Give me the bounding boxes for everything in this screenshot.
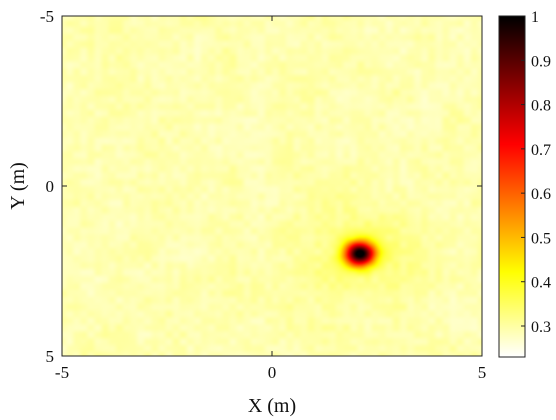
y-tick-label: -5 bbox=[40, 7, 54, 26]
colorbar-tick-label: 0.9 bbox=[531, 53, 551, 70]
colorbar-frame bbox=[498, 15, 526, 358]
x-tick-label: -5 bbox=[55, 363, 69, 382]
colorbar-tick-label: 0.3 bbox=[531, 319, 551, 336]
colorbar-image bbox=[499, 16, 525, 357]
colorbar-tick-label: 0.6 bbox=[531, 186, 551, 203]
x-tick-label: 0 bbox=[268, 363, 277, 382]
heatmap-image bbox=[62, 16, 482, 356]
y-tick-label: 5 bbox=[46, 347, 55, 366]
y-axis-label: Y (m) bbox=[7, 162, 29, 210]
colorbar-tick-label: 0.7 bbox=[531, 142, 551, 159]
y-axis-ticks: -5 0 5 bbox=[40, 7, 482, 366]
colorbar-tick-label: 0.8 bbox=[531, 98, 551, 115]
x-tick-label: 5 bbox=[478, 363, 487, 382]
x-axis-ticks: -5 0 5 bbox=[55, 16, 486, 382]
colorbar-ticks: 1 0.9 0.8 0.7 0.6 0.5 0.4 0.3 bbox=[521, 9, 551, 336]
colorbar-tick-label: 0.5 bbox=[531, 230, 551, 247]
colorbar-tick-label: 0.4 bbox=[531, 275, 551, 292]
colorbar-tick-label: 1 bbox=[531, 9, 539, 26]
y-tick-label: 0 bbox=[46, 177, 55, 196]
x-axis-label: X (m) bbox=[248, 395, 296, 417]
